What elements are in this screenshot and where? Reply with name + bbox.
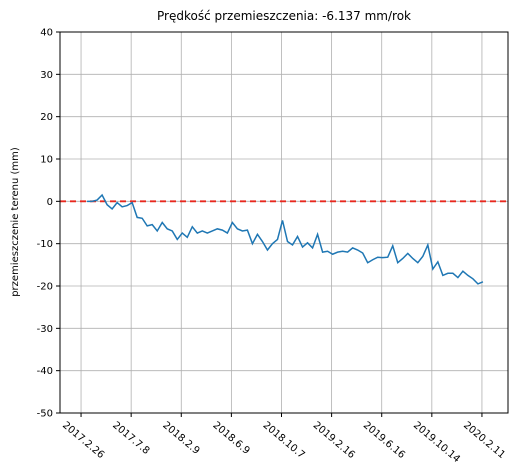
plot-frame xyxy=(59,31,509,414)
y-tick-label: 20 xyxy=(40,112,53,123)
x-tick-label: 2017.7.8 xyxy=(110,420,151,457)
y-axis-label: przemieszczenie terenu (mm) xyxy=(10,147,21,297)
y-tick-label: -10 xyxy=(37,239,53,250)
x-tick-label: 2019.6.16 xyxy=(361,420,407,461)
y-tick-label: 30 xyxy=(40,70,53,81)
x-tick-label: 2017.2.26 xyxy=(60,420,106,461)
x-tick-label: 2019.10.14 xyxy=(411,420,462,465)
y-tick-label: 40 xyxy=(40,28,53,39)
y-tick-label: -40 xyxy=(37,366,53,377)
y-tick-label: 10 xyxy=(40,155,53,166)
y-tick-label: 0 xyxy=(47,197,53,208)
y-tick-label: -30 xyxy=(37,324,53,335)
x-tick-label: 2018.10.7 xyxy=(261,420,307,461)
chart-title: Prędkość przemieszczenia: -6.137 mm/rok xyxy=(157,9,411,23)
x-tick-label: 2018.2.9 xyxy=(160,420,201,457)
y-tick-label: -20 xyxy=(37,282,53,293)
x-tick-label: 2019.2.16 xyxy=(311,420,357,461)
x-tick-label: 2020.2.11 xyxy=(461,420,507,461)
y-tick-label: -50 xyxy=(37,409,53,420)
data-line xyxy=(87,193,484,285)
x-tick-label: 2018.6.9 xyxy=(210,420,251,457)
